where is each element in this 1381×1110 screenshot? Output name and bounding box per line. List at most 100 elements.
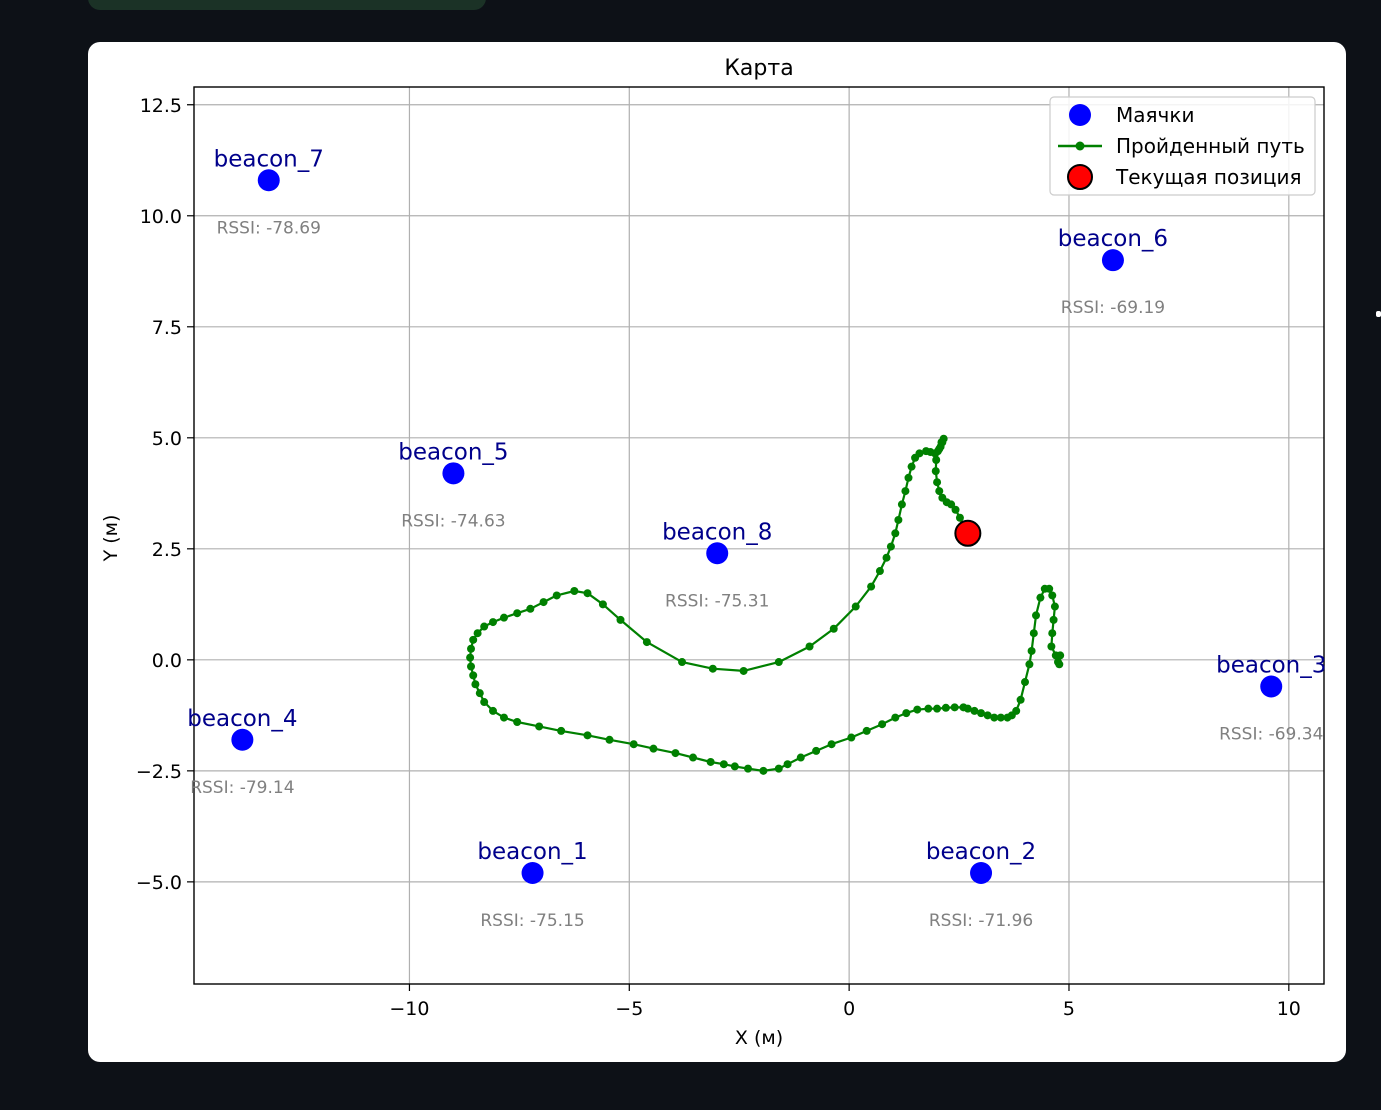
beacon-marker — [442, 462, 465, 485]
path-point — [467, 644, 476, 653]
path-point — [933, 704, 942, 713]
path-point — [708, 664, 717, 673]
path-point — [730, 762, 739, 771]
path-point — [570, 587, 579, 596]
path-point — [605, 735, 614, 744]
path-point — [902, 709, 911, 718]
beacon-label: beacon_3 — [1216, 652, 1326, 678]
path-point — [907, 462, 916, 471]
path-point — [1053, 658, 1062, 667]
path-point — [583, 731, 592, 740]
path-point — [882, 553, 891, 562]
path-point — [774, 764, 783, 773]
path-point — [539, 598, 548, 607]
path-point — [1050, 602, 1059, 611]
path-point — [933, 478, 942, 487]
path-point — [1049, 615, 1058, 624]
beacon-rssi-label: RSSI: -75.15 — [480, 911, 584, 931]
path-point — [480, 622, 489, 631]
beacon-marker — [970, 861, 993, 884]
path-point — [473, 629, 482, 638]
legend-label: Пройденный путь — [1116, 134, 1305, 158]
beacon-marker — [257, 169, 280, 192]
path-point — [629, 740, 638, 749]
path-point — [1003, 713, 1012, 722]
y-axis-label: Y (м) — [100, 515, 122, 563]
path-point — [526, 604, 535, 613]
path-point — [678, 658, 687, 667]
path-point — [488, 618, 497, 627]
x-tick-label: −5 — [615, 998, 643, 1020]
path-point — [947, 500, 956, 509]
path-point — [878, 720, 887, 729]
beacon-marker — [521, 861, 544, 884]
beacon-rssi-label: RSSI: -79.14 — [190, 778, 294, 798]
legend: Маячки Пройденный путь Текущая позиция — [1049, 96, 1316, 196]
beacon-label: beacon_5 — [398, 439, 508, 465]
path-point — [891, 713, 900, 722]
y-tick-label: 5.0 — [152, 428, 182, 450]
path-point — [583, 589, 592, 598]
path-point — [931, 467, 940, 476]
path-point — [1051, 651, 1060, 660]
legend-position-icon — [1067, 164, 1093, 190]
beacon-marker — [706, 542, 729, 565]
path-point — [671, 749, 680, 758]
legend-label: Маячки — [1116, 103, 1194, 127]
plot-frame — [193, 86, 1325, 985]
path-point — [867, 582, 876, 591]
beacon-rssi-label: RSSI: -69.34 — [1219, 724, 1323, 744]
path-point — [829, 624, 838, 633]
path-point — [1029, 629, 1038, 638]
y-tick-label: 12.5 — [140, 95, 182, 117]
x-tick-label: 5 — [1063, 998, 1075, 1020]
path-point — [897, 500, 906, 509]
y-tick-label: 10.0 — [140, 206, 182, 228]
current-position-marker — [954, 519, 982, 547]
path-point — [499, 613, 508, 622]
path-point — [642, 638, 651, 647]
map-chart: Карта X (м) Y (м) −10 −5 0 5 10 −5.0 −2.5 0.0 2.… — [100, 56, 1326, 1049]
path-point — [1048, 591, 1057, 600]
path-point — [469, 635, 478, 644]
path-point — [1048, 629, 1057, 638]
path-point — [689, 753, 698, 762]
beacon-label: beacon_8 — [662, 519, 772, 545]
path-point — [706, 757, 715, 766]
path-point — [557, 726, 566, 735]
path-point — [471, 680, 480, 689]
path-point — [759, 766, 768, 775]
y-tick-label: −2.5 — [136, 761, 182, 783]
x-tick-label: 0 — [843, 998, 855, 1020]
path-point — [915, 449, 924, 458]
path-point — [935, 487, 944, 496]
path-point — [901, 487, 910, 496]
chart-title: Карта — [724, 56, 793, 81]
path-point — [970, 706, 979, 715]
path-point — [951, 505, 960, 514]
path-point — [535, 722, 544, 731]
path-point — [467, 662, 476, 671]
path-point — [1036, 593, 1045, 602]
path-point — [932, 456, 941, 465]
path-point — [983, 711, 992, 720]
path-point — [1025, 660, 1034, 669]
beacon-marker — [231, 728, 254, 751]
path-point — [924, 704, 933, 713]
top-tab-strip — [88, 0, 486, 10]
path-point — [959, 703, 968, 712]
path-point — [937, 438, 946, 447]
beacon-label: beacon_1 — [477, 839, 587, 865]
path-point — [513, 718, 522, 727]
x-axis-label: X (м) — [735, 1027, 783, 1049]
path-point — [862, 726, 871, 735]
chart-card: Карта X (м) Y (м) −10 −5 0 5 10 −5.0 −2.5 0.0 2.… — [88, 42, 1346, 1062]
path-point — [466, 653, 475, 662]
path-point — [499, 713, 508, 722]
beacon-rssi-label: RSSI: -69.19 — [1061, 298, 1165, 318]
beacon-label: beacon_4 — [187, 706, 297, 732]
path-point — [847, 733, 856, 742]
path-point — [935, 444, 944, 453]
path-point — [894, 515, 903, 524]
path-point — [744, 764, 753, 773]
